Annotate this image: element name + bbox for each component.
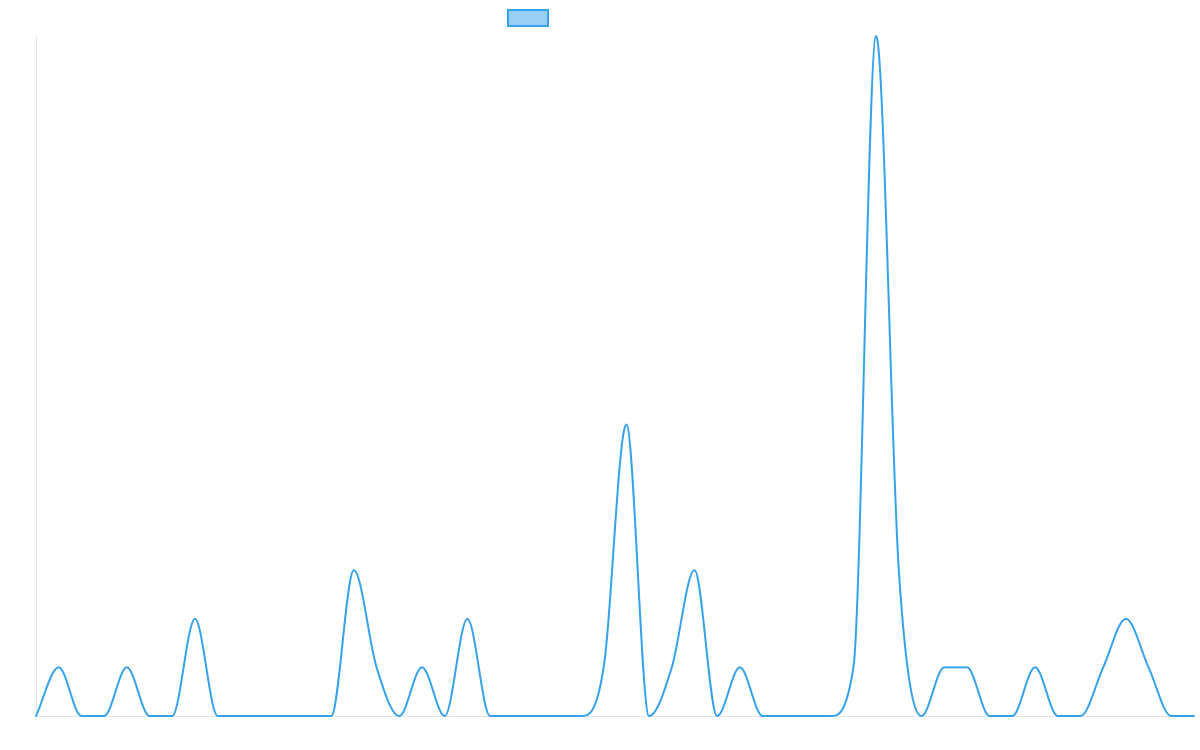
legend-swatch-series-1[interactable] [507, 9, 549, 27]
series-line-1 [35, 35, 1195, 717]
legend[interactable] [507, 9, 549, 27]
